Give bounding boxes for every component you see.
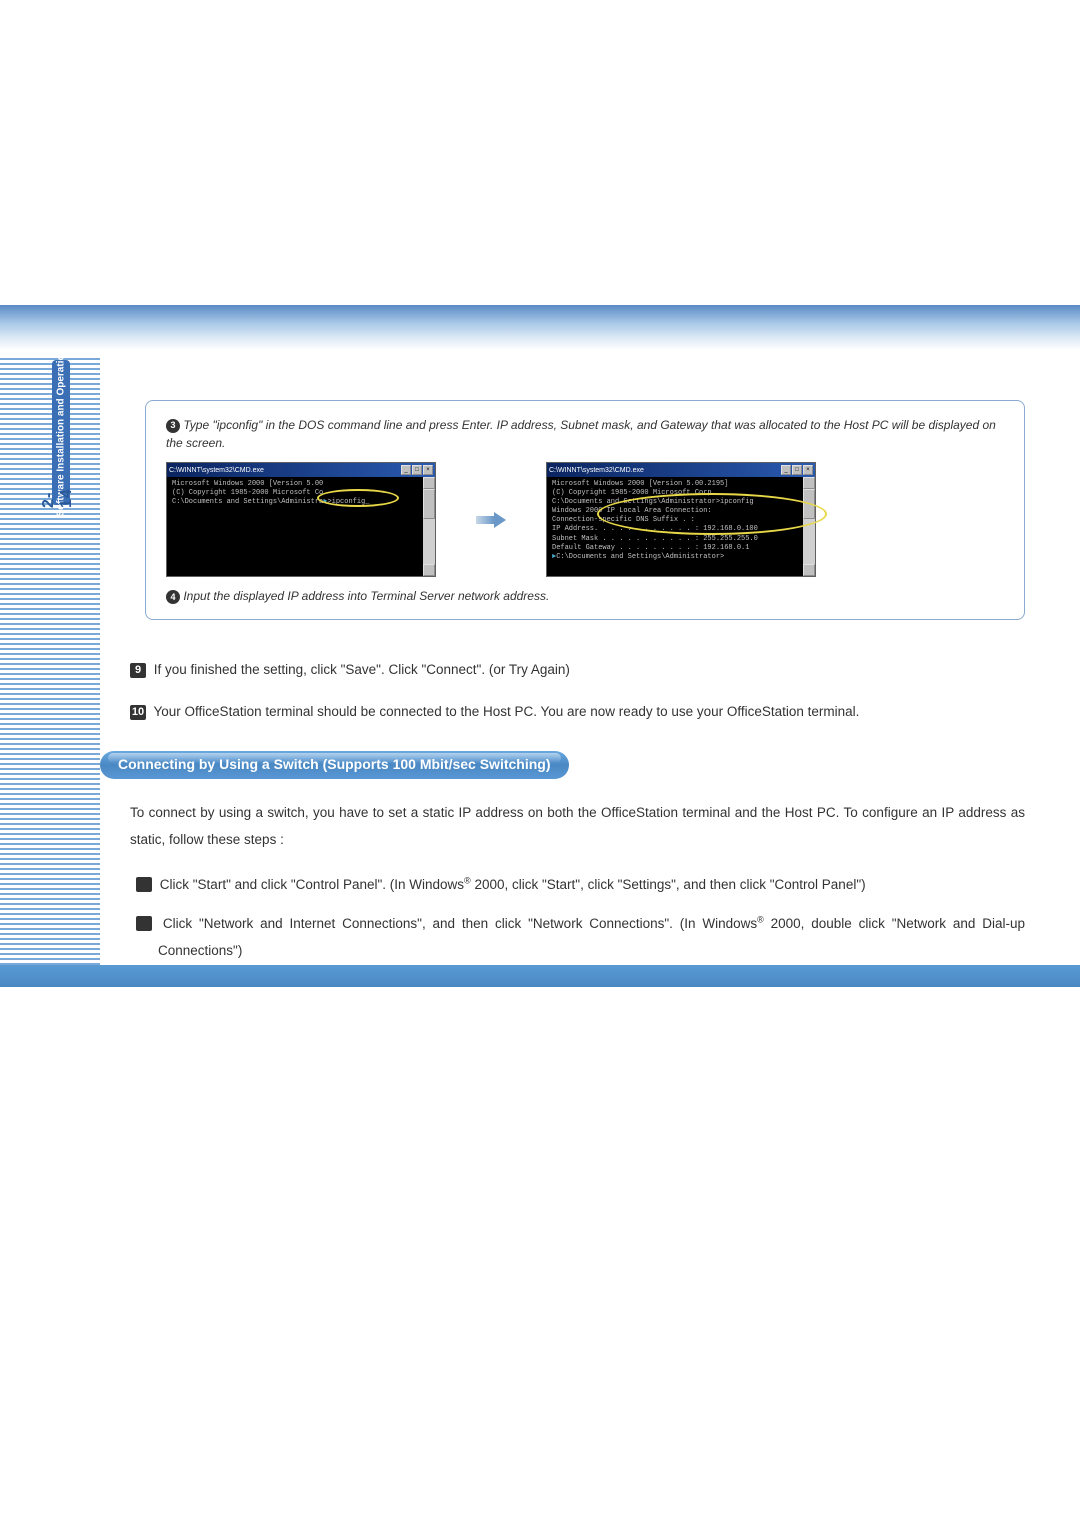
close-icon: ×	[803, 465, 813, 475]
section2-step2: 2 Click "Network and Internet Connection…	[130, 910, 1025, 964]
step-number-1: 1	[136, 877, 152, 892]
circled-number-4: 4	[166, 590, 180, 604]
scroll-down-icon	[803, 564, 815, 576]
step-number-10: 10	[130, 705, 146, 720]
close-icon: ×	[423, 465, 433, 475]
step-9-text: If you finished the setting, click "Save…	[154, 662, 570, 677]
section-header-pill: Connecting by Using a Switch (Supports 1…	[100, 751, 569, 779]
scroll-thumb	[423, 489, 435, 519]
dos-window-left: C:\WINNT\system32\CMD.exe _ □ × Microsof…	[166, 462, 436, 577]
section-header: Connecting by Using a Switch (Supports 1…	[100, 751, 1025, 779]
callout-step4-text: Input the displayed IP address into Term…	[183, 589, 549, 603]
minimize-icon: _	[401, 465, 411, 475]
arrow-right-icon	[476, 512, 506, 528]
dos-window-buttons: _ □ ×	[401, 465, 433, 475]
registered-mark: ®	[464, 875, 471, 885]
step2-text-a: Click "Network and Internet Connections"…	[163, 916, 757, 931]
dos-title-left: C:\WINNT\system32\CMD.exe	[169, 467, 264, 474]
step-10-text: Your OfficeStation terminal should be co…	[154, 704, 860, 719]
section2-intro: To connect by using a switch, you have t…	[130, 799, 1025, 853]
minimize-icon: _	[781, 465, 791, 475]
scroll-down-icon	[423, 564, 435, 576]
section2-step1: 1 Click "Start" and click "Control Panel…	[130, 871, 1025, 898]
dos-title-right: C:\WINNT\system32\CMD.exe	[549, 467, 644, 474]
dos-window-buttons: _ □ ×	[781, 465, 813, 475]
bottom-blue-bar	[0, 965, 1080, 987]
dos-prompt-prefix: C:\Documents and Settings\Administra	[172, 498, 323, 506]
dos-titlebar-right: C:\WINNT\system32\CMD.exe _ □ ×	[547, 463, 815, 477]
callout-box: 3 Type "ipconfig" in the DOS command lin…	[145, 400, 1025, 620]
maximize-icon: □	[792, 465, 802, 475]
section-header-text: Connecting by Using a Switch (Supports 1…	[118, 756, 551, 772]
maximize-icon: □	[412, 465, 422, 475]
dos-line: Microsoft Windows 2000 [Version 5.00	[172, 480, 430, 489]
dos-prompt: C:\Documents and Settings\Administrator>	[556, 553, 724, 561]
dos-line: Microsoft Windows 2000 [Version 5.00.219…	[552, 480, 810, 489]
scrollbar	[803, 477, 815, 576]
circled-number-3: 3	[166, 419, 180, 433]
dos-window-right: C:\WINNT\system32\CMD.exe _ □ × Microsof…	[546, 462, 816, 577]
highlight-oval-output	[597, 493, 827, 535]
dos-line: Default Gateway . . . . . . . . . : 192.…	[552, 544, 810, 553]
highlight-oval-command	[317, 489, 399, 507]
side-page-tab: Software Installation and Operation 2-14	[40, 360, 70, 550]
dos-line: Subnet Mask . . . . . . . . . . . : 255.…	[552, 535, 810, 544]
top-gradient-bar	[0, 305, 1080, 350]
step1-text-a: Click "Start" and click "Control Panel".…	[160, 877, 464, 892]
step-number-2: 2	[136, 916, 152, 931]
dos-line: ►C:\Documents and Settings\Administrator…	[552, 553, 810, 562]
main-content: 9 If you finished the setting, click "Sa…	[130, 660, 1025, 976]
scrollbar	[423, 477, 435, 576]
callout-step4: 4 Input the displayed IP address into Te…	[166, 589, 1004, 604]
scroll-up-icon	[803, 477, 815, 489]
callout-step3: 3 Type "ipconfig" in the DOS command lin…	[166, 416, 1004, 452]
scroll-up-icon	[423, 477, 435, 489]
dos-screenshots-row: C:\WINNT\system32\CMD.exe _ □ × Microsof…	[166, 462, 1004, 577]
step-9-line: 9 If you finished the setting, click "Sa…	[130, 660, 1025, 680]
step-number-9: 9	[130, 663, 146, 678]
callout-step3-text: Type "ipconfig" in the DOS command line …	[166, 418, 996, 450]
step-10-line: 10 Your OfficeStation terminal should be…	[130, 702, 1025, 722]
dos-body-left: Microsoft Windows 2000 [Version 5.00 (C)…	[167, 477, 435, 576]
dos-titlebar-left: C:\WINNT\system32\CMD.exe _ □ ×	[167, 463, 435, 477]
step1-text-b: 2000, click "Start", click "Settings", a…	[471, 877, 866, 892]
side-tab-page-number: 2-14	[40, 478, 76, 508]
registered-mark: ®	[757, 914, 764, 924]
